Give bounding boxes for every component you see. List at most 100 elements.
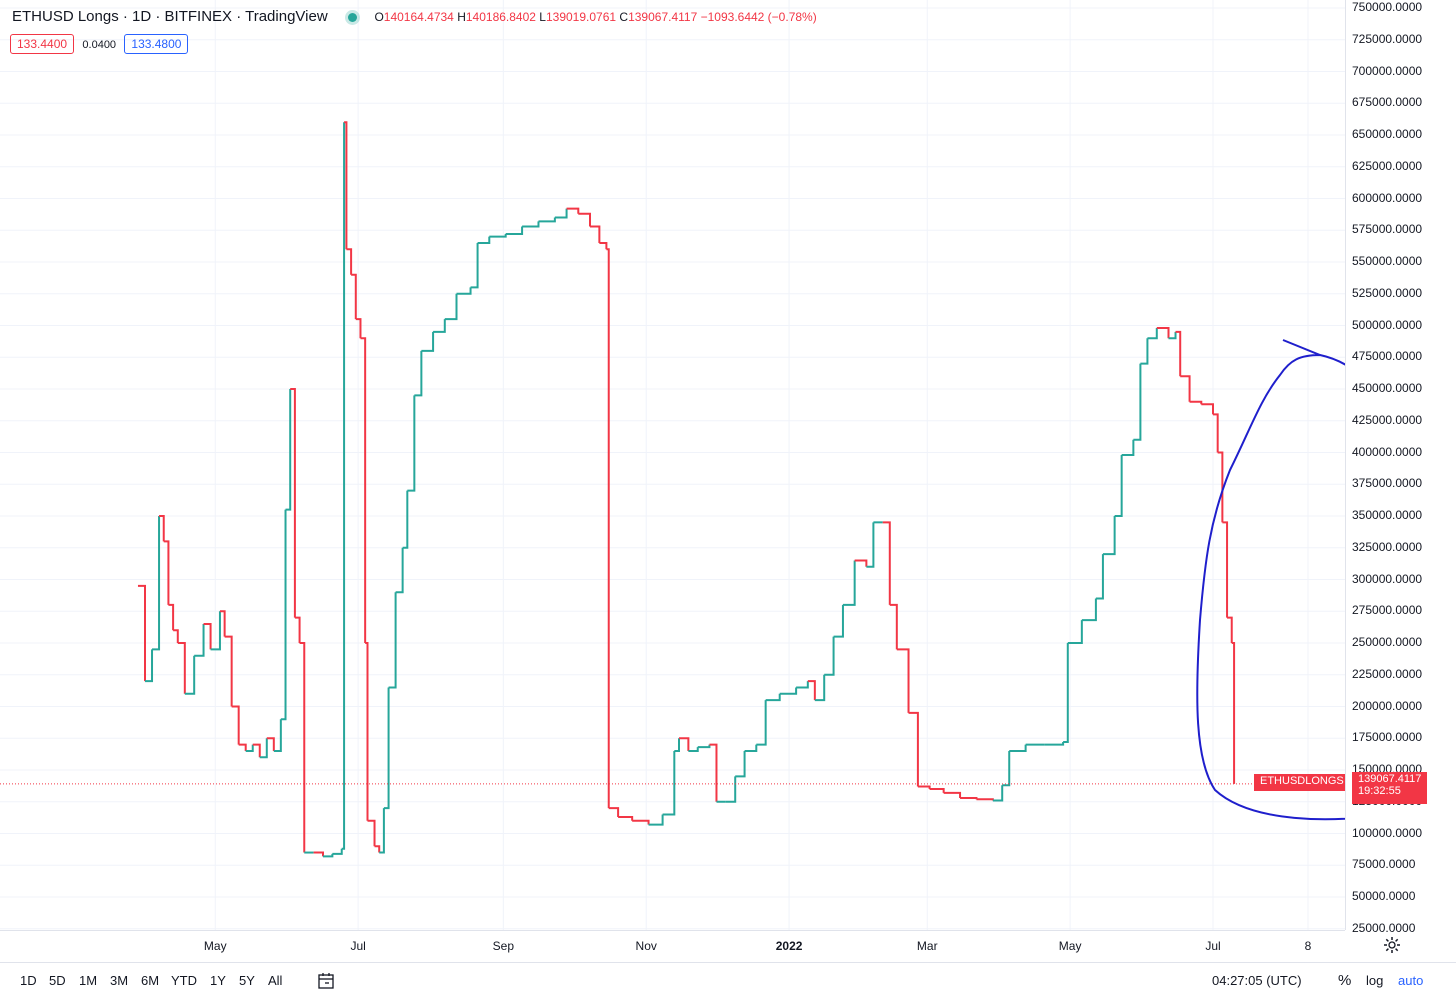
price-segment [323,853,334,858]
price-segment [280,509,287,721]
price-segment [833,604,844,638]
price-segment [1180,375,1191,402]
price-segment [294,616,301,643]
range-button-6m[interactable]: 6M [141,973,160,988]
range-button-1m[interactable]: 1M [79,973,98,988]
buy-price-button[interactable]: 133.4800 [124,34,189,54]
price-segment [824,636,835,676]
price-tick-label: 650000.0000 [1352,127,1423,141]
price-segment [1201,403,1214,415]
price-segment [735,750,746,778]
price-segment [407,395,416,492]
price-tick-label: 750000.0000 [1352,0,1423,14]
utc-clock[interactable]: 04:27:05 (UTC) [1212,973,1302,988]
price-segment [224,635,233,707]
range-button-all[interactable]: All [268,973,283,988]
price-segment [1067,620,1083,644]
price-segment [1227,616,1233,643]
price-segment [489,234,507,238]
percent-toggle[interactable]: % [1338,972,1352,989]
gear-icon[interactable] [1383,936,1401,954]
price-segment [1133,363,1142,441]
price-segment [360,337,367,643]
range-button-3m[interactable]: 3M [110,973,129,988]
price-tick-label: 600000.0000 [1352,190,1423,205]
price-segment [606,248,610,809]
price-segment [477,236,491,244]
open-value: 140164.4734 [383,10,454,24]
bottom-toolbar: 1D 5D 1M 3M 6M YTD 1Y 5Y All 04:27:05 (UTC) % lo… [0,962,1456,1006]
time-tick-label: Sep [492,939,515,953]
price-segment [344,121,348,250]
price-segment [505,226,524,236]
price-tick-label: 400000.0000 [1352,444,1423,459]
close-value: 139067.4117 [628,10,698,24]
sell-price-button[interactable]: 133.4400 [10,34,75,54]
price-segment [709,743,718,802]
log-toggle[interactable]: log [1366,973,1384,988]
price-tick-label: 675000.0000 [1352,95,1423,110]
symbol-title[interactable]: ETHUSD Longs · 1D · BITFINEX · TradingVi… [12,8,328,25]
range-button-ytd[interactable]: YTD [171,973,197,988]
price-segment [1102,516,1116,556]
price-tick-label: 575000.0000 [1352,222,1423,237]
price-tick-label: 350000.0000 [1352,508,1423,522]
high-value: 140186.8402 [465,10,536,24]
price-segment [854,559,868,567]
price-tick-label: 475000.0000 [1352,349,1423,364]
price-segment [725,776,737,803]
range-button-5d[interactable]: 5D [49,973,66,988]
price-segment [814,674,826,702]
grid-layer [0,0,1345,930]
price-segment [159,515,165,542]
calendar-icon[interactable] [317,972,335,990]
time-axis[interactable]: May Jul Sep Nov 2022 Mar May Jul 8 [0,930,1345,963]
price-segment [145,649,154,683]
price-segment [367,819,376,847]
high-label: H [457,10,466,24]
price-tick-label: 75000.0000 [1352,857,1416,872]
price-segment [590,225,601,243]
price-segment [194,623,205,657]
price-segment [421,331,435,352]
price-segment [290,388,296,618]
price-segment [662,750,676,816]
price-segment [1231,642,1236,784]
price-segment [1114,455,1123,517]
series-layer [137,121,1236,858]
open-label: O [374,10,384,24]
price-segment [1009,744,1027,752]
price-segment [313,851,324,857]
price-segment [992,785,1004,802]
range-button-5y[interactable]: 5Y [239,973,255,988]
price-segment [1156,327,1170,339]
price-segment [976,798,994,801]
price-segment [152,516,161,651]
price-plot[interactable] [0,0,1345,930]
close-label: C [619,10,629,24]
price-segment [177,642,186,694]
range-button-1d[interactable]: 1D [20,973,37,988]
price-segment [679,737,690,751]
price-segment [566,207,580,214]
range-button-1y[interactable]: 1Y [210,973,226,988]
price-tick-label: 50000.0000 [1352,889,1416,903]
bid-ask-row: 133.4400 0.0400 133.4800 [10,34,189,54]
price-segment [1063,643,1069,744]
price-segment [1002,750,1011,787]
price-segment [908,711,919,787]
price-segment [184,655,196,695]
price-segment [245,744,254,752]
time-tick-label: Mar [916,939,938,953]
bar-countdown: 19:32:55 [1358,785,1401,797]
chart-legend: ETHUSD Longs · 1D · BITFINEX · TradingVi… [12,8,817,25]
price-tick-label: 725000.0000 [1352,31,1423,46]
chart-area[interactable]: ETHUSD Longs · 1D · BITFINEX · TradingVi… [0,0,1350,930]
ohlc-readout: O140164.4734 H140186.8402 L139019.0761 C… [374,10,816,24]
price-segment [1222,521,1229,618]
price-segment [365,642,369,821]
price-segment [173,629,179,643]
price-segment [231,705,240,745]
auto-toggle[interactable]: auto [1398,973,1424,988]
price-segment [632,819,650,825]
